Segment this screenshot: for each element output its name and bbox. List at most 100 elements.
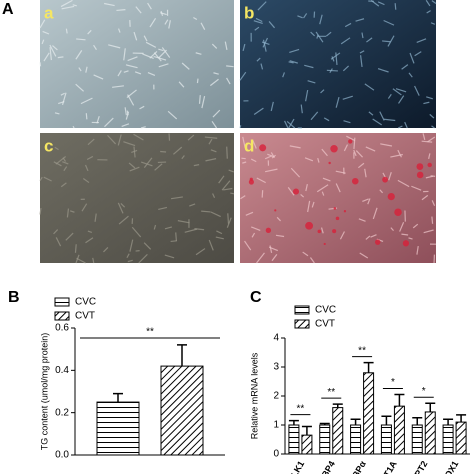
cell-texture (104, 117, 114, 128)
cell-texture (387, 93, 392, 99)
lipid-drop (323, 242, 326, 246)
cell-texture (325, 31, 332, 37)
cell-texture (251, 232, 256, 238)
cell-texture (367, 198, 371, 205)
cell-texture (85, 237, 94, 244)
lipid-drop (265, 227, 272, 233)
image-label: a (44, 3, 54, 22)
bar (350, 424, 362, 455)
cell-texture (54, 146, 59, 151)
cell-texture (320, 89, 325, 94)
cell-texture (210, 211, 221, 218)
cell-texture (221, 180, 231, 191)
lipid-drop (387, 192, 395, 201)
cell-texture (244, 240, 252, 251)
cell-texture (133, 133, 144, 141)
cell-texture (390, 153, 403, 158)
significance-label: * (391, 377, 395, 388)
cell-texture (256, 57, 261, 62)
cell-texture (78, 67, 82, 72)
cell-texture (398, 95, 405, 104)
cell-texture (331, 56, 335, 62)
bar (380, 424, 392, 455)
cell-texture (392, 88, 402, 96)
cell-texture (39, 62, 42, 67)
cell-texture (289, 145, 301, 149)
cell-texture (307, 200, 311, 213)
cell-texture (210, 149, 217, 153)
cell-texture (143, 35, 148, 42)
error-bar (456, 414, 467, 423)
cell-texture (69, 210, 75, 213)
cell-texture (118, 215, 129, 225)
cell-texture (399, 222, 405, 232)
cell-texture (270, 101, 274, 112)
cell-texture (414, 85, 420, 96)
cell-texture (76, 38, 86, 41)
legend-swatch (294, 305, 310, 315)
cell-texture (39, 176, 43, 181)
cell-texture (117, 28, 121, 33)
cell-texture (94, 213, 97, 222)
cell-texture (284, 120, 289, 129)
cell-texture (315, 31, 324, 43)
cell-texture (300, 193, 305, 198)
cell-texture (108, 44, 121, 49)
cell-texture (167, 110, 178, 120)
cell-texture (321, 148, 328, 157)
cell-texture (63, 166, 68, 172)
cell-texture (339, 231, 345, 240)
cell-texture (52, 45, 58, 51)
lipid-drop (248, 179, 254, 185)
cell-texture (104, 2, 115, 7)
cell-texture (93, 74, 104, 80)
cell-texture (87, 29, 92, 35)
cell-texture (228, 169, 234, 173)
legend-swatch (54, 311, 70, 321)
cell-texture (154, 163, 163, 171)
cell-texture (242, 136, 246, 148)
cell-texture (226, 77, 231, 85)
cell-texture (224, 41, 228, 51)
cell-texture (390, 227, 394, 232)
cell-texture (290, 167, 301, 178)
y-tick-label: 0.0 (55, 450, 69, 461)
cell-texture (365, 235, 371, 240)
cell-texture (394, 3, 397, 10)
cell-texture (158, 48, 164, 52)
cell-texture (149, 18, 157, 28)
cell-texture (49, 47, 52, 61)
cell-texture (161, 47, 171, 58)
cell-texture (414, 51, 422, 57)
y-axis-label: Relative mRNA levels (249, 352, 259, 439)
cell-texture (320, 227, 324, 234)
cell-texture (85, 66, 88, 73)
bar (160, 365, 204, 456)
cell-texture (124, 107, 127, 116)
cell-texture (145, 41, 157, 48)
cell-texture (316, 34, 319, 39)
lipid-drop (343, 210, 347, 213)
lipid-drop (330, 145, 338, 153)
y-tick-label: 3 (273, 362, 279, 373)
cell-texture (61, 92, 67, 106)
cell-texture (134, 71, 142, 75)
lipid-drop (416, 163, 424, 170)
cell-texture (62, 161, 69, 165)
cell-texture (368, 111, 374, 116)
cell-texture (170, 196, 183, 200)
error-bar (332, 403, 343, 408)
cell-texture (409, 52, 415, 64)
cell-texture (412, 223, 419, 229)
cell-texture (55, 156, 67, 165)
cell-texture (112, 85, 124, 88)
cell-texture (131, 226, 142, 238)
micrograph (40, 0, 234, 128)
cell-texture (81, 203, 88, 212)
cell-texture (193, 164, 200, 167)
cell-texture (370, 234, 377, 238)
cell-texture (75, 50, 83, 60)
cell-texture (138, 253, 148, 264)
cell-texture (128, 162, 136, 169)
cell-texture (140, 126, 146, 129)
